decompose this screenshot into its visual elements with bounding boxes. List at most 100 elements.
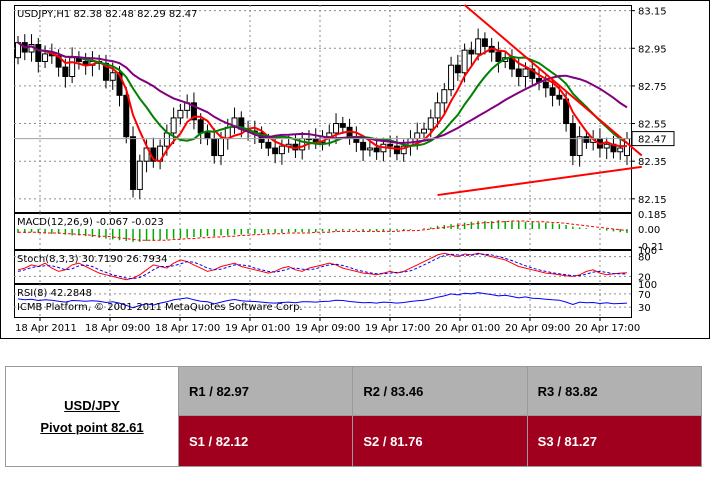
candle: [366, 147, 373, 151]
candle: [163, 132, 170, 147]
x-tick-label: 19 Apr 01:00: [225, 323, 290, 334]
candle: [130, 136, 137, 190]
candle: [421, 128, 427, 134]
candle: [522, 68, 529, 78]
candle: [197, 119, 204, 134]
candle: [454, 64, 461, 74]
pane-frame-1: [14, 213, 632, 250]
pivot-table: USD/JPY Pivot point 82.61 R1 / 82.97 R2 …: [5, 365, 703, 467]
candle: [109, 72, 116, 81]
y-tick-label: 83.15: [638, 7, 667, 18]
candle: [360, 141, 367, 151]
pivot-pair: USD/JPY: [64, 397, 120, 413]
macd-tick-label: -0.21: [638, 242, 664, 253]
candle: [393, 145, 400, 155]
macd-tick-label: 0.00: [638, 225, 660, 236]
current-price-label: 82.47: [638, 135, 667, 146]
candle: [427, 117, 434, 130]
candle: [448, 64, 455, 91]
candle: [387, 143, 394, 147]
candle: [441, 89, 448, 104]
stoch-tick-label: 20: [638, 272, 651, 283]
candle: [272, 147, 279, 155]
x-tick-label: 20 Apr 17:00: [575, 323, 640, 334]
rsi-line: [17, 292, 628, 309]
candle: [549, 87, 556, 96]
support-2: S2 / 81.76: [352, 415, 528, 467]
x-tick-label: 18 Apr 2011: [15, 323, 77, 334]
rsi-tick-label: 70: [638, 290, 651, 301]
candle: [515, 68, 522, 78]
candle: [542, 81, 549, 89]
candle: [136, 160, 143, 190]
candle: [569, 123, 576, 157]
candle: [42, 53, 49, 62]
candle: [177, 109, 184, 119]
candle: [414, 132, 421, 140]
x-tick-label: 19 Apr 09:00: [295, 323, 360, 334]
copyright-annotation: ICMB Platform, © 2001-2011 MetaQuotes So…: [17, 302, 303, 313]
support-1: S1 / 82.12: [177, 415, 354, 467]
pivot-pair-cell: USD/JPY Pivot point 82.61: [5, 366, 179, 467]
chart-frame: [0, 0, 710, 339]
candle: [326, 132, 333, 138]
candle: [434, 102, 441, 119]
candle: [617, 147, 624, 153]
candle: [170, 117, 177, 134]
y-tick-label: 82.35: [638, 157, 667, 168]
forex-chart: 83.15 82.95 82.75 82.55 82.35 82.15 82.47 USDJP…: [0, 0, 710, 339]
candle: [339, 123, 346, 128]
candle: [333, 123, 340, 134]
candle: [278, 145, 285, 155]
x-tick-label: 19 Apr 17:00: [365, 323, 430, 334]
stoch-line-0: [17, 252, 628, 281]
pane-frame-0: [14, 5, 632, 213]
candle: [576, 136, 583, 157]
y-tick-label: 82.95: [638, 44, 667, 55]
macd-title: MACD(12,26,9) -0.067 -0.023: [17, 217, 164, 228]
rsi-tick-label: 30: [638, 303, 651, 314]
resistance-3: R3 / 83.82: [526, 365, 703, 417]
candle: [583, 136, 590, 143]
rsi-title: RSI(8) 42.2848: [17, 288, 92, 299]
x-tick-label: 20 Apr 01:00: [435, 323, 500, 334]
candle: [218, 138, 224, 157]
macd-signal-line: [18, 220, 628, 241]
pivot-point: Pivot point 82.61: [40, 419, 144, 435]
candle: [461, 49, 468, 74]
chart-title: USDJPY,H1 82.38 82.48 82.29 82.47: [17, 9, 198, 20]
sma-21-line: [17, 41, 628, 144]
pane-frame-2: [14, 250, 632, 284]
candle: [190, 102, 197, 121]
candle: [556, 94, 563, 100]
y-tick-label: 82.75: [638, 82, 667, 93]
y-tick-label: 82.15: [638, 195, 667, 206]
candle: [69, 57, 76, 78]
y-tick-label: 82.55: [638, 120, 667, 131]
candle: [400, 145, 407, 155]
candle: [373, 147, 380, 153]
candle: [481, 38, 488, 47]
candle: [495, 51, 502, 62]
candle: [123, 94, 130, 138]
candle: [231, 117, 238, 128]
trendline-1: [437, 165, 642, 197]
stoch-title: Stoch(8,3,3) 30.7190 26.7934: [17, 254, 168, 265]
resistance-2: R2 / 83.46: [352, 365, 528, 417]
rsi-tick-label: 100: [638, 280, 657, 291]
current-price-box: [631, 131, 675, 147]
x-tick-label: 18 Apr 09:00: [85, 323, 150, 334]
sma-5-line: [17, 41, 627, 163]
candle: [116, 72, 123, 96]
stoch-tick-label: 80: [638, 253, 651, 264]
candle: [603, 143, 610, 149]
resistance-1: R1 / 82.97: [177, 365, 354, 417]
candle: [265, 141, 272, 149]
support-3: S3 / 81.27: [526, 415, 703, 467]
x-tick-label: 18 Apr 17:00: [155, 323, 220, 334]
macd-tick-label: 0.185: [638, 210, 667, 221]
stoch-tick-label: 100: [638, 246, 657, 257]
candle: [211, 138, 218, 157]
candle: [35, 44, 42, 62]
candle: [468, 49, 475, 55]
